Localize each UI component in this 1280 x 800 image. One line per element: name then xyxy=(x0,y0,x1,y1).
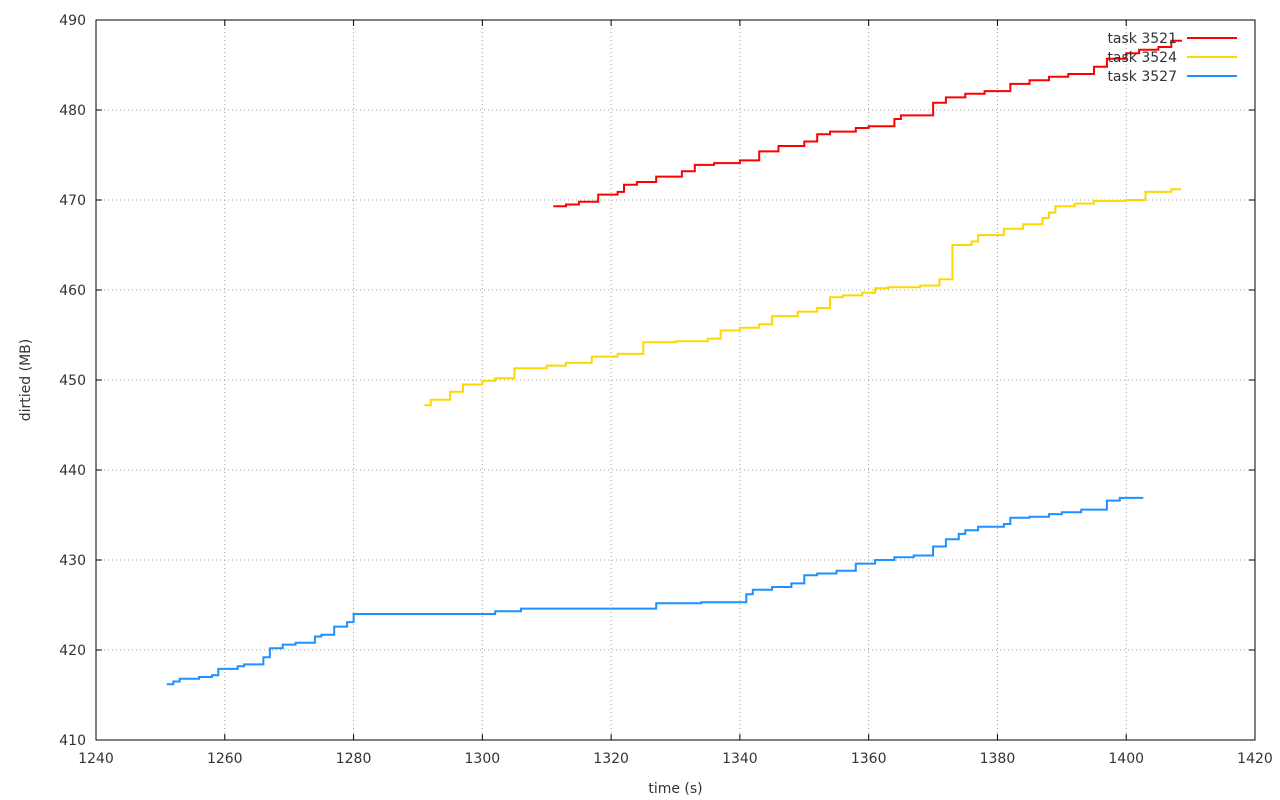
y-tick-labels: 410 420 430 440 450 460 470 480 490 xyxy=(59,13,86,749)
series-line-1 xyxy=(553,39,1182,208)
x-tick-label: 1280 xyxy=(336,751,372,767)
x-tick-label: 1420 xyxy=(1237,751,1273,767)
series-lines xyxy=(166,39,1182,686)
x-tick-label: 1400 xyxy=(1108,751,1144,767)
x-tick-label: 1380 xyxy=(980,751,1016,767)
tick-marks xyxy=(95,19,1256,741)
y-tick-label: 410 xyxy=(59,733,86,749)
legend: task 3521 task 3524 task 3527 xyxy=(1107,31,1237,85)
y-tick-label: 470 xyxy=(59,193,86,209)
x-tick-label: 1340 xyxy=(722,751,758,767)
y-tick-label: 440 xyxy=(59,463,86,479)
x-tick-label: 1320 xyxy=(593,751,629,767)
x-tick-label: 1240 xyxy=(78,751,114,767)
y-tick-label: 480 xyxy=(59,103,86,119)
y-axis-label: dirtied (MB) xyxy=(18,339,34,421)
legend-label-1: task 3521 xyxy=(1107,31,1177,47)
y-tick-label: 460 xyxy=(59,283,86,299)
x-tick-label: 1300 xyxy=(465,751,501,767)
x-tick-label: 1260 xyxy=(207,751,243,767)
x-tick-label: 1360 xyxy=(851,751,887,767)
legend-label-2: task 3524 xyxy=(1107,50,1177,66)
legend-label-3: task 3527 xyxy=(1107,69,1177,85)
x-tick-labels: 1240 1260 1280 1300 1320 1340 1360 1380 1400 1420 xyxy=(78,751,1273,767)
y-tick-label: 420 xyxy=(59,643,86,659)
series-line-2 xyxy=(424,188,1181,407)
y-tick-label: 490 xyxy=(59,13,86,29)
y-tick-label: 450 xyxy=(59,373,86,389)
x-axis-label: time (s) xyxy=(648,781,702,797)
series-line-3 xyxy=(166,496,1144,686)
y-tick-label: 430 xyxy=(59,553,86,569)
